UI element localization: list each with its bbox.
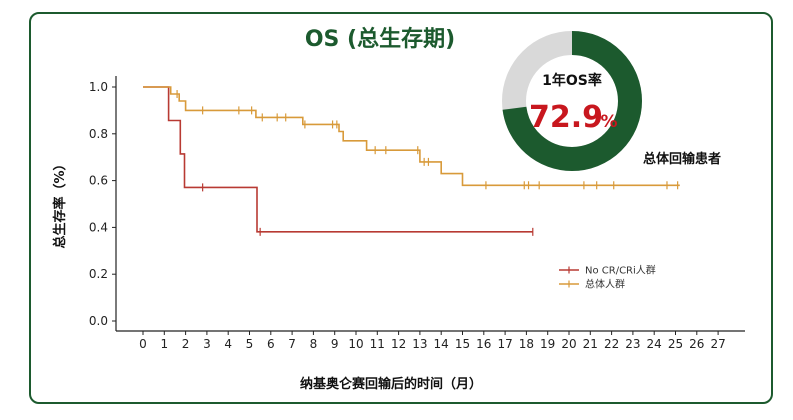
x-tick-label: 21 xyxy=(583,337,598,351)
x-tick-label: 26 xyxy=(689,337,704,351)
x-tick-label: 5 xyxy=(246,337,254,351)
x-tick-label: 4 xyxy=(224,337,232,351)
donut-value: 72.9 xyxy=(529,100,603,135)
chart-title: OS (总生存期) xyxy=(305,26,455,52)
y-tick-label: 0.8 xyxy=(89,127,108,141)
x-tick-label: 20 xyxy=(561,337,576,351)
x-tick-label: 25 xyxy=(668,337,683,351)
x-tick-label: 17 xyxy=(497,337,512,351)
x-tick-label: 16 xyxy=(476,337,491,351)
donut-value-arc xyxy=(502,31,642,171)
x-tick-label: 1 xyxy=(160,337,168,351)
x-tick-label: 3 xyxy=(203,337,211,351)
donut-title: 1年OS率 xyxy=(542,72,602,89)
donut-chart: 1年OS率 72.9% 总体回输患者 xyxy=(502,31,721,171)
legend-label: 总体人群 xyxy=(585,278,625,291)
x-tick-label: 11 xyxy=(370,337,385,351)
x-tick-label: 15 xyxy=(455,337,470,351)
chart-frame xyxy=(29,12,773,404)
series-layer xyxy=(143,86,680,236)
x-tick-label: 13 xyxy=(412,337,427,351)
survival-curve xyxy=(143,86,680,187)
x-tick-label: 8 xyxy=(310,337,318,351)
legend-label: No CR/CRi人群 xyxy=(585,264,656,277)
x-tick-label: 19 xyxy=(540,337,555,351)
donut-percent-sign: % xyxy=(600,112,617,132)
x-tick-label: 12 xyxy=(391,337,406,351)
x-tick-label: 0 xyxy=(139,337,147,351)
survival-curve xyxy=(143,86,533,233)
x-tick-label: 24 xyxy=(647,337,662,351)
y-tick-label: 0.0 xyxy=(89,314,108,328)
y-tick-label: 0.2 xyxy=(89,267,108,281)
y-tick-label: 1.0 xyxy=(89,80,108,94)
x-tick-label: 10 xyxy=(348,337,363,351)
x-tick-label: 6 xyxy=(267,337,275,351)
series-overall xyxy=(143,86,680,190)
x-tick-label: 18 xyxy=(519,337,534,351)
x-tick-label: 2 xyxy=(182,337,190,351)
chart-axes: 0.00.20.40.60.81.00 1 2 3 4 5 6 7 8 9 10 11 12 13 14 15… xyxy=(89,76,745,351)
series-no-cr-cri xyxy=(143,86,534,236)
x-tick-label: 22 xyxy=(604,337,619,351)
y-tick-label: 0.4 xyxy=(89,220,108,234)
x-tick-label: 23 xyxy=(625,337,640,351)
x-tick-label: 27 xyxy=(710,337,725,351)
x-tick-label: 7 xyxy=(288,337,296,351)
donut-caption: 总体回输患者 xyxy=(643,151,721,167)
x-axis-label: 纳基奥仑赛回输后的时间（月） xyxy=(300,376,482,392)
x-tick-label: 9 xyxy=(331,337,339,351)
y-tick-label: 0.6 xyxy=(89,174,108,188)
x-tick-label: 14 xyxy=(434,337,449,351)
donut-hole xyxy=(527,56,617,146)
y-axis-label: 总生存率（%） xyxy=(52,157,68,248)
